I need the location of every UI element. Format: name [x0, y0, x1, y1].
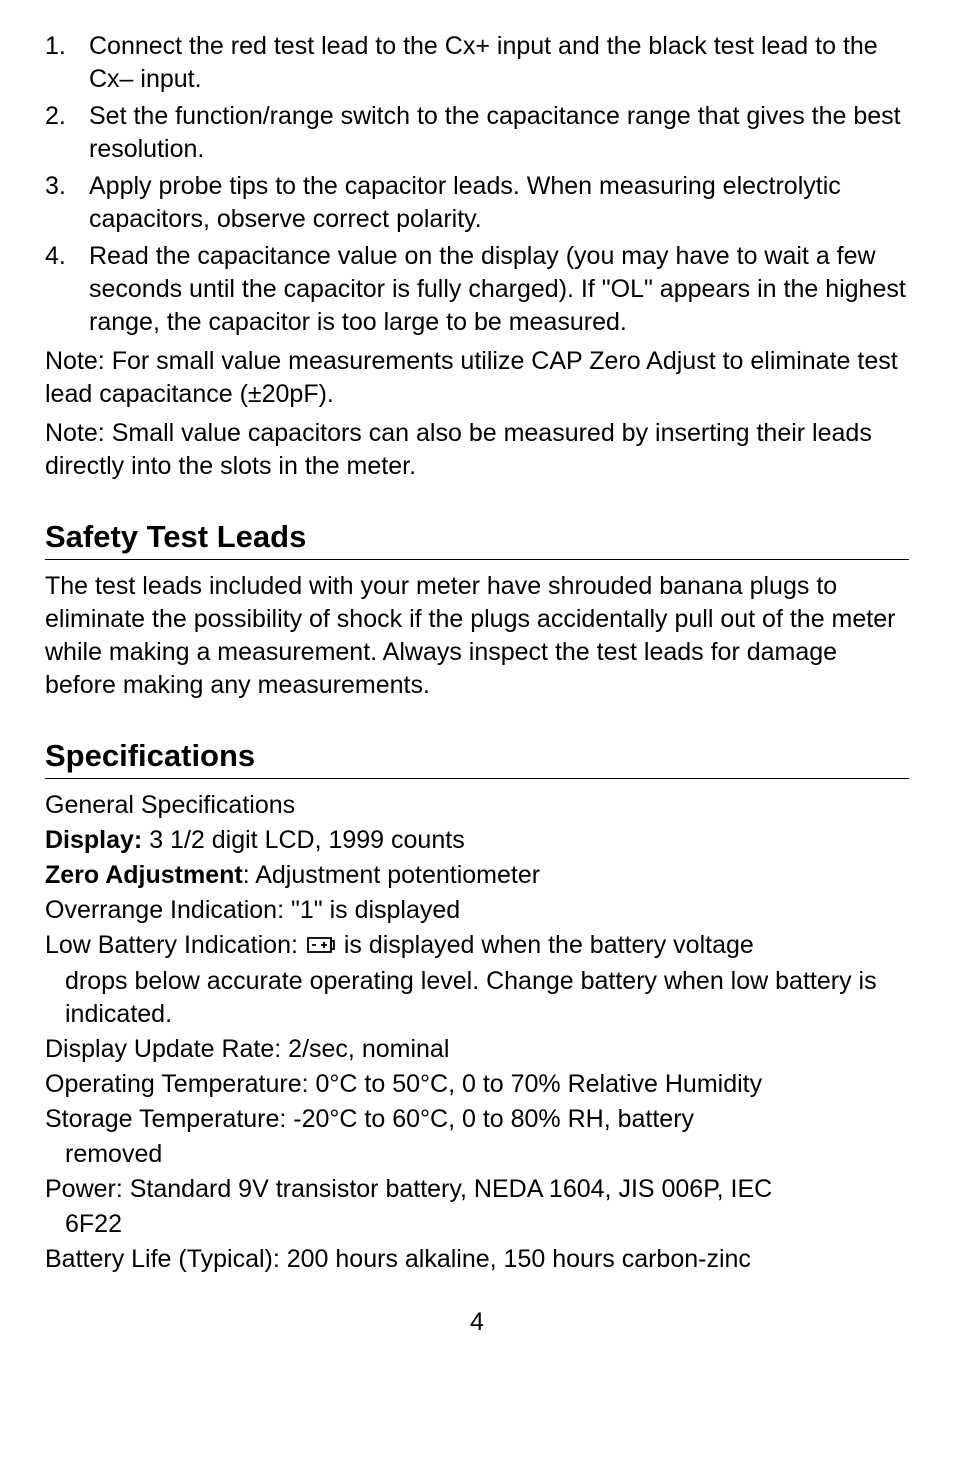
heading-safety: Safety Test Leads: [45, 519, 909, 555]
page-number: 4: [45, 1308, 909, 1337]
spec-display-value: 3 1/2 digit LCD, 1999 counts: [142, 826, 464, 854]
instruction-item-1: 1. Connect the red test lead to the Cx+ …: [45, 30, 909, 96]
item-text: Apply probe tips to the capacitor leads.…: [89, 170, 909, 236]
spec-zero-label: Zero Adjustment: [45, 861, 243, 889]
spec-storage-line1: Storage Temperature: -20°C to 60°C, 0 to…: [45, 1103, 909, 1136]
spec-overrange: Overrange Indication: "1" is displayed: [45, 894, 909, 927]
spec-lowbatt-cont: drops below accurate operating level. Ch…: [45, 965, 909, 1031]
spec-lowbatt-line1: Low Battery Indication: is displayed whe…: [45, 929, 909, 963]
spec-update-rate: Display Update Rate: 2/sec, nominal: [45, 1033, 909, 1066]
instruction-item-4: 4. Read the capacitance value on the dis…: [45, 240, 909, 339]
item-text: Read the capacitance value on the displa…: [89, 240, 909, 339]
divider-safety: [45, 559, 909, 560]
lowbatt-pre: Low Battery Indication:: [45, 931, 305, 959]
battery-icon: [307, 930, 335, 963]
item-number: 3.: [45, 170, 89, 236]
item-text: Set the function/range switch to the cap…: [89, 100, 909, 166]
spec-display-label: Display:: [45, 826, 142, 854]
divider-specs: [45, 778, 909, 779]
instruction-item-3: 3. Apply probe tips to the capacitor lea…: [45, 170, 909, 236]
spec-op-temp: Operating Temperature: 0°C to 50°C, 0 to…: [45, 1068, 909, 1101]
item-number: 4.: [45, 240, 89, 339]
spec-battery-life: Battery Life (Typical): 200 hours alkali…: [45, 1243, 909, 1276]
spec-storage-line2: removed: [45, 1138, 909, 1171]
spec-zero-value: : Adjustment potentiometer: [243, 861, 540, 889]
spec-display: Display: 3 1/2 digit LCD, 1999 counts: [45, 824, 909, 857]
instruction-item-2: 2. Set the function/range switch to the …: [45, 100, 909, 166]
note-small-caps: Note: Small value capacitors can also be…: [45, 417, 909, 483]
spec-power-line1: Power: Standard 9V transistor battery, N…: [45, 1173, 909, 1206]
safety-body: The test leads included with your meter …: [45, 570, 909, 702]
item-number: 2.: [45, 100, 89, 166]
spec-power-line2: 6F22: [45, 1208, 909, 1241]
heading-specs: Specifications: [45, 738, 909, 774]
item-text: Connect the red test lead to the Cx+ inp…: [89, 30, 909, 96]
spec-subheading: General Specifications: [45, 789, 909, 822]
note-cap-zero: Note: For small value measurements utili…: [45, 345, 909, 411]
instruction-list: 1. Connect the red test lead to the Cx+ …: [45, 30, 909, 339]
spec-zero: Zero Adjustment: Adjustment potentiomete…: [45, 859, 909, 892]
lowbatt-post: is displayed when the battery voltage: [337, 931, 754, 959]
item-number: 1.: [45, 30, 89, 96]
